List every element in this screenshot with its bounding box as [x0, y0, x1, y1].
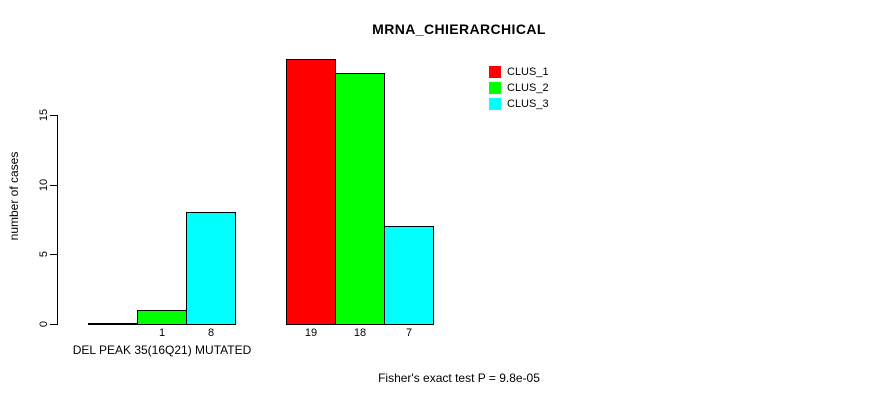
bar-clus_3	[186, 212, 236, 325]
bar-clus_2	[137, 310, 187, 325]
bar-value-label: 19	[304, 327, 318, 339]
bar-value-label: 8	[207, 327, 215, 339]
y-tick-label: 0	[38, 320, 50, 328]
legend-item-clus-1: CLUS_1	[489, 64, 549, 80]
y-axis-line	[57, 115, 58, 325]
legend-label-clus-3: CLUS_3	[507, 98, 549, 110]
y-tick	[50, 115, 58, 116]
y-tick	[50, 185, 58, 186]
y-tick	[50, 324, 58, 325]
y-axis-label: number of cases	[7, 151, 21, 241]
bar-clus_1	[88, 323, 138, 325]
bar-clus_3	[384, 226, 434, 325]
y-tick	[50, 254, 58, 255]
y-tick-label: 10	[38, 178, 50, 192]
bar-clus_2	[335, 73, 385, 325]
legend-item-clus-2: CLUS_2	[489, 80, 549, 96]
footer-stat-text: Fisher's exact test P = 9.8e-05	[378, 371, 540, 385]
x-group-label: DEL PEAK 35(16Q21) MUTATED	[72, 343, 252, 357]
legend-label-clus-2: CLUS_2	[507, 82, 549, 94]
legend-item-clus-3: CLUS_3	[489, 96, 549, 112]
legend: CLUS_1 CLUS_2 CLUS_3	[489, 64, 549, 112]
bar-value-label: 18	[353, 327, 367, 339]
bar-value-label: 1	[158, 327, 166, 339]
bar-clus_1	[286, 59, 336, 325]
y-tick-label: 5	[38, 250, 50, 258]
legend-swatch-clus-3	[489, 98, 501, 110]
bar-value-label: 7	[405, 327, 413, 339]
legend-label-clus-1: CLUS_1	[507, 66, 549, 78]
legend-swatch-clus-2	[489, 82, 501, 94]
legend-swatch-clus-1	[489, 66, 501, 78]
y-tick-label: 15	[38, 108, 50, 122]
chart-title: MRNA_CHIERARCHICAL	[372, 21, 546, 37]
